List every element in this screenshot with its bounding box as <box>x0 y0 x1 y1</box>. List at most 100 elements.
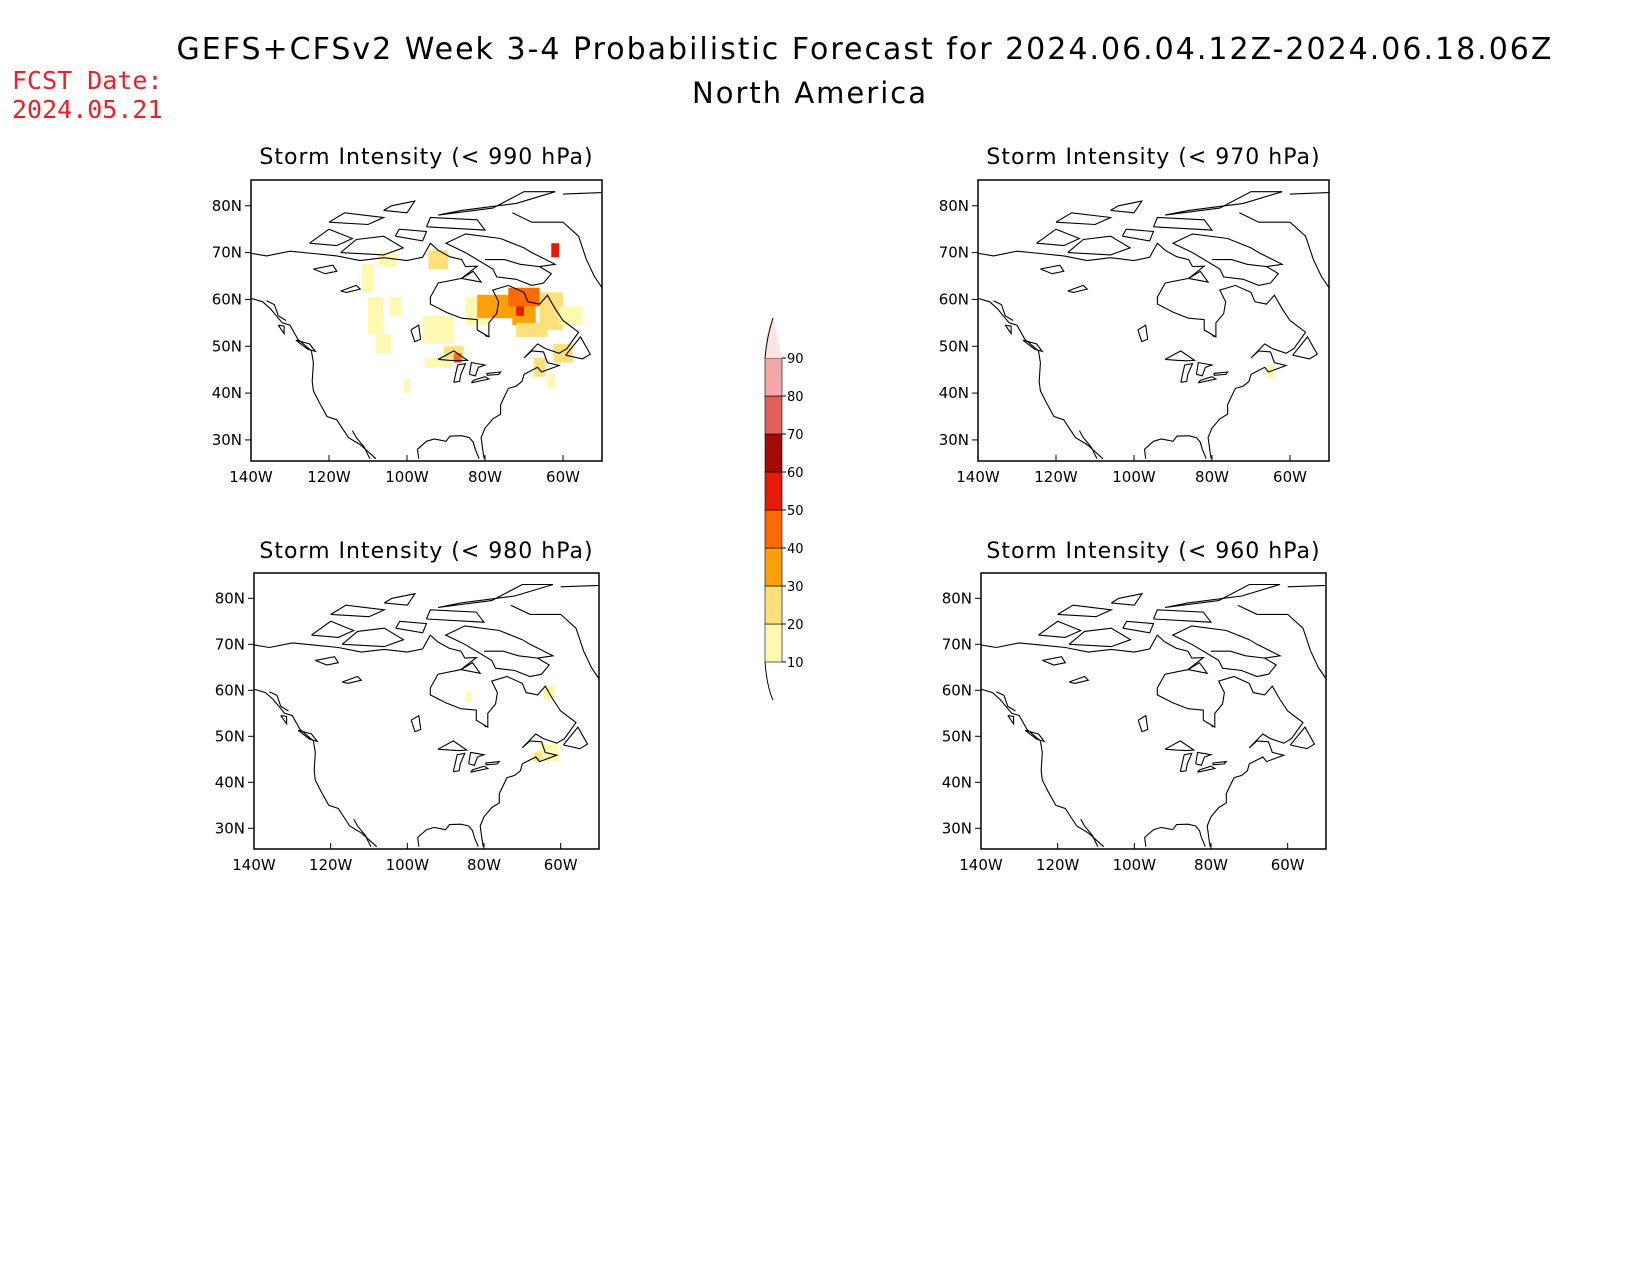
colorbar-tick-label: 30 <box>787 580 804 595</box>
panel-title: Storm Intensity (< 960 hPa) <box>986 539 1320 564</box>
lat-tick-label: 40N <box>942 773 972 791</box>
coastline <box>1187 661 1209 675</box>
prob-cell <box>465 692 472 702</box>
colorbar-tick-label: 50 <box>787 504 804 519</box>
coastline <box>328 212 386 226</box>
coastline <box>470 376 491 384</box>
lat-tick-label: 30N <box>212 431 242 449</box>
coastline <box>981 634 1304 847</box>
coastline <box>394 228 428 242</box>
coastline <box>1197 765 1217 773</box>
coastline <box>565 335 592 360</box>
coastline <box>353 818 372 847</box>
coastline <box>342 675 363 684</box>
lat-tick-label: 70N <box>212 244 242 262</box>
coastline <box>996 691 1016 712</box>
lon-tick-label: 80W <box>468 468 502 486</box>
lon-tick-label: 80W <box>1195 468 1229 486</box>
lon-tick-label: 140W <box>956 468 1000 486</box>
coastline <box>437 350 470 362</box>
coastline <box>277 324 285 336</box>
map-panel-2: Storm Intensity (< 970 hPa) 140W 120W 100W 8… <box>939 145 1330 486</box>
panel-title: Storm Intensity (< 990 hPa) <box>259 145 593 170</box>
prob-cell <box>533 357 546 377</box>
lon-tick-label: 120W <box>1036 856 1080 874</box>
lon-tick-label: 120W <box>307 468 351 486</box>
coastline <box>1080 818 1099 847</box>
coastline <box>1143 435 1207 459</box>
coastline <box>978 297 1104 460</box>
coastline <box>1195 751 1214 766</box>
lon-tick-label: 60W <box>544 856 578 874</box>
fcst-date-label: FCST Date: <box>12 66 163 95</box>
coastline <box>1195 361 1215 377</box>
coastline <box>1197 376 1218 384</box>
map-panel-3: Storm Intensity (< 980 hPa) 140W 120W 100W 8… <box>215 539 600 874</box>
coastline <box>297 729 319 743</box>
colorbar-box <box>764 509 783 549</box>
coastline <box>1024 729 1046 743</box>
map-panel-1: Storm Intensity (< 990 hPa) 140W 120W 100W 8… <box>212 145 603 486</box>
lon-tick-label: 100W <box>385 468 429 486</box>
coastline <box>1111 592 1144 606</box>
colorbar-tick-label: 80 <box>787 390 804 405</box>
prob-cell <box>368 297 384 335</box>
lat-tick-label: 30N <box>215 819 245 837</box>
coastline <box>1180 362 1194 383</box>
colorbar-box <box>764 623 783 663</box>
coastline <box>1164 740 1196 752</box>
lon-tick-label: 80W <box>467 856 501 874</box>
coastline <box>1292 335 1319 360</box>
coastline <box>1038 620 1083 638</box>
coastline <box>468 751 487 766</box>
coastline <box>1164 350 1197 362</box>
colorbar-box <box>764 547 783 587</box>
lat-tick-label: 30N <box>939 431 969 449</box>
coastline <box>295 339 317 353</box>
coastline <box>311 620 356 638</box>
map-frame <box>977 179 1330 462</box>
colorbar-box <box>764 433 783 473</box>
map-frame <box>980 572 1327 850</box>
coastline <box>280 715 288 726</box>
colorbar-box <box>764 471 783 511</box>
coastline <box>1164 583 1281 609</box>
coastline <box>1171 625 1282 678</box>
coastline <box>351 430 371 459</box>
coastline <box>444 233 558 286</box>
panel-title: Storm Intensity (< 970 hPa) <box>986 145 1320 170</box>
lon-tick-label: 100W <box>1112 468 1156 486</box>
coastline <box>437 583 554 609</box>
coastline <box>309 228 354 247</box>
lat-tick-label: 60N <box>939 290 969 308</box>
coastline <box>1004 324 1012 336</box>
coastline <box>1137 324 1149 343</box>
coastline <box>1007 715 1015 726</box>
coastline <box>251 242 580 459</box>
lon-tick-label: 140W <box>959 856 1003 874</box>
coastline <box>330 604 387 618</box>
coastline <box>1022 339 1044 353</box>
colorbar-box <box>764 357 783 397</box>
coastline <box>383 200 416 214</box>
prob-cell <box>389 297 402 316</box>
coastline <box>1212 760 1228 766</box>
lat-tick-label: 70N <box>939 244 969 262</box>
prob-cell <box>553 343 573 363</box>
page-subtitle: North America <box>692 76 928 110</box>
prob-cell <box>539 743 559 762</box>
coastline <box>1042 656 1067 666</box>
coastline <box>485 760 501 766</box>
coastline <box>437 740 469 752</box>
lat-tick-label: 60N <box>215 681 245 699</box>
prob-cell <box>375 334 392 354</box>
coastline <box>254 634 577 847</box>
lon-tick-label: 100W <box>1113 856 1157 874</box>
lat-tick-label: 40N <box>939 384 969 402</box>
lat-tick-label: 50N <box>942 727 972 745</box>
map-frame <box>250 179 603 462</box>
coastline <box>1239 212 1329 289</box>
colorbar-tick-label: 10 <box>787 656 804 671</box>
coastline <box>266 300 287 321</box>
prob-cell <box>424 357 452 368</box>
